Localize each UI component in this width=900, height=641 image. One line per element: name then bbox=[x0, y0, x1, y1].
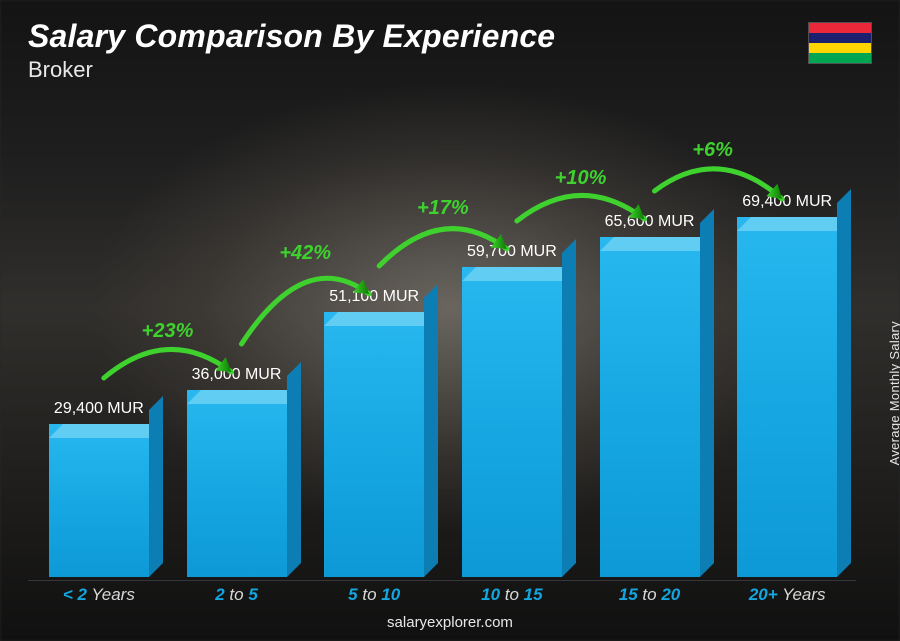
footer-attribution: salaryexplorer.com bbox=[0, 614, 900, 631]
delta-label: +42% bbox=[279, 242, 331, 265]
bar-top-face bbox=[737, 217, 851, 231]
chart-title: Salary Comparison By Experience bbox=[28, 18, 555, 55]
delta-label: +10% bbox=[555, 167, 607, 190]
bar-front-face bbox=[49, 424, 149, 577]
bar bbox=[737, 217, 837, 577]
bar-category-label: 20+ Years bbox=[749, 585, 826, 605]
bar-side-face bbox=[562, 239, 576, 577]
bar bbox=[600, 237, 700, 577]
bar-top-face bbox=[187, 390, 301, 404]
bar-side-face bbox=[287, 362, 301, 577]
bar-side-face bbox=[837, 189, 851, 577]
flag-stripe bbox=[809, 43, 871, 53]
header: Salary Comparison By Experience Broker bbox=[28, 18, 555, 83]
bar bbox=[462, 267, 562, 577]
bar-chart: 29,400 MUR< 2 Years36,000 MUR2 to 551,10… bbox=[36, 107, 850, 577]
bar-front-face bbox=[324, 312, 424, 577]
bar-column: 59,700 MUR10 to 15 bbox=[449, 243, 575, 577]
bar-top-face bbox=[462, 267, 576, 281]
delta-label: +17% bbox=[417, 197, 469, 220]
bar-category-label: 10 to 15 bbox=[481, 585, 542, 605]
bar-front-face bbox=[462, 267, 562, 577]
bar-value-label: 29,400 MUR bbox=[54, 400, 144, 418]
flag-stripe bbox=[809, 33, 871, 43]
bar bbox=[49, 424, 149, 577]
bar-column: 36,000 MUR2 to 5 bbox=[174, 366, 300, 577]
bar-column: 69,400 MUR20+ Years bbox=[724, 193, 850, 577]
bar-value-label: 59,700 MUR bbox=[467, 243, 557, 261]
bar-front-face bbox=[600, 237, 700, 577]
bar-category-label: 15 to 20 bbox=[619, 585, 680, 605]
bar-value-label: 36,000 MUR bbox=[192, 366, 282, 384]
bar-top-face bbox=[600, 237, 714, 251]
bar-column: 29,400 MUR< 2 Years bbox=[36, 400, 162, 577]
bar-top-face bbox=[49, 424, 163, 438]
flag-stripe bbox=[809, 23, 871, 33]
bar-category-label: < 2 Years bbox=[63, 585, 135, 605]
bar-category-label: 2 to 5 bbox=[215, 585, 258, 605]
bar-column: 51,100 MUR5 to 10 bbox=[311, 288, 437, 577]
bar-column: 65,600 MUR15 to 20 bbox=[587, 213, 713, 577]
delta-label: +23% bbox=[142, 320, 194, 343]
bar-front-face bbox=[187, 390, 287, 577]
bar-value-label: 69,400 MUR bbox=[742, 193, 832, 211]
bar bbox=[187, 390, 287, 577]
country-flag-icon bbox=[808, 22, 872, 64]
bar-front-face bbox=[737, 217, 837, 577]
bar-value-label: 65,600 MUR bbox=[605, 213, 695, 231]
bar-value-label: 51,100 MUR bbox=[329, 288, 419, 306]
bar-side-face bbox=[424, 284, 438, 577]
delta-label: +6% bbox=[692, 139, 733, 162]
chart-subtitle: Broker bbox=[28, 57, 555, 83]
x-axis-line bbox=[28, 580, 856, 581]
y-axis-label: Average Monthly Salary bbox=[887, 321, 900, 465]
bar-category-label: 5 to 10 bbox=[348, 585, 400, 605]
flag-stripe bbox=[809, 53, 871, 63]
bar-top-face bbox=[324, 312, 438, 326]
bar-side-face bbox=[700, 209, 714, 577]
bar bbox=[324, 312, 424, 577]
bar-side-face bbox=[149, 396, 163, 577]
